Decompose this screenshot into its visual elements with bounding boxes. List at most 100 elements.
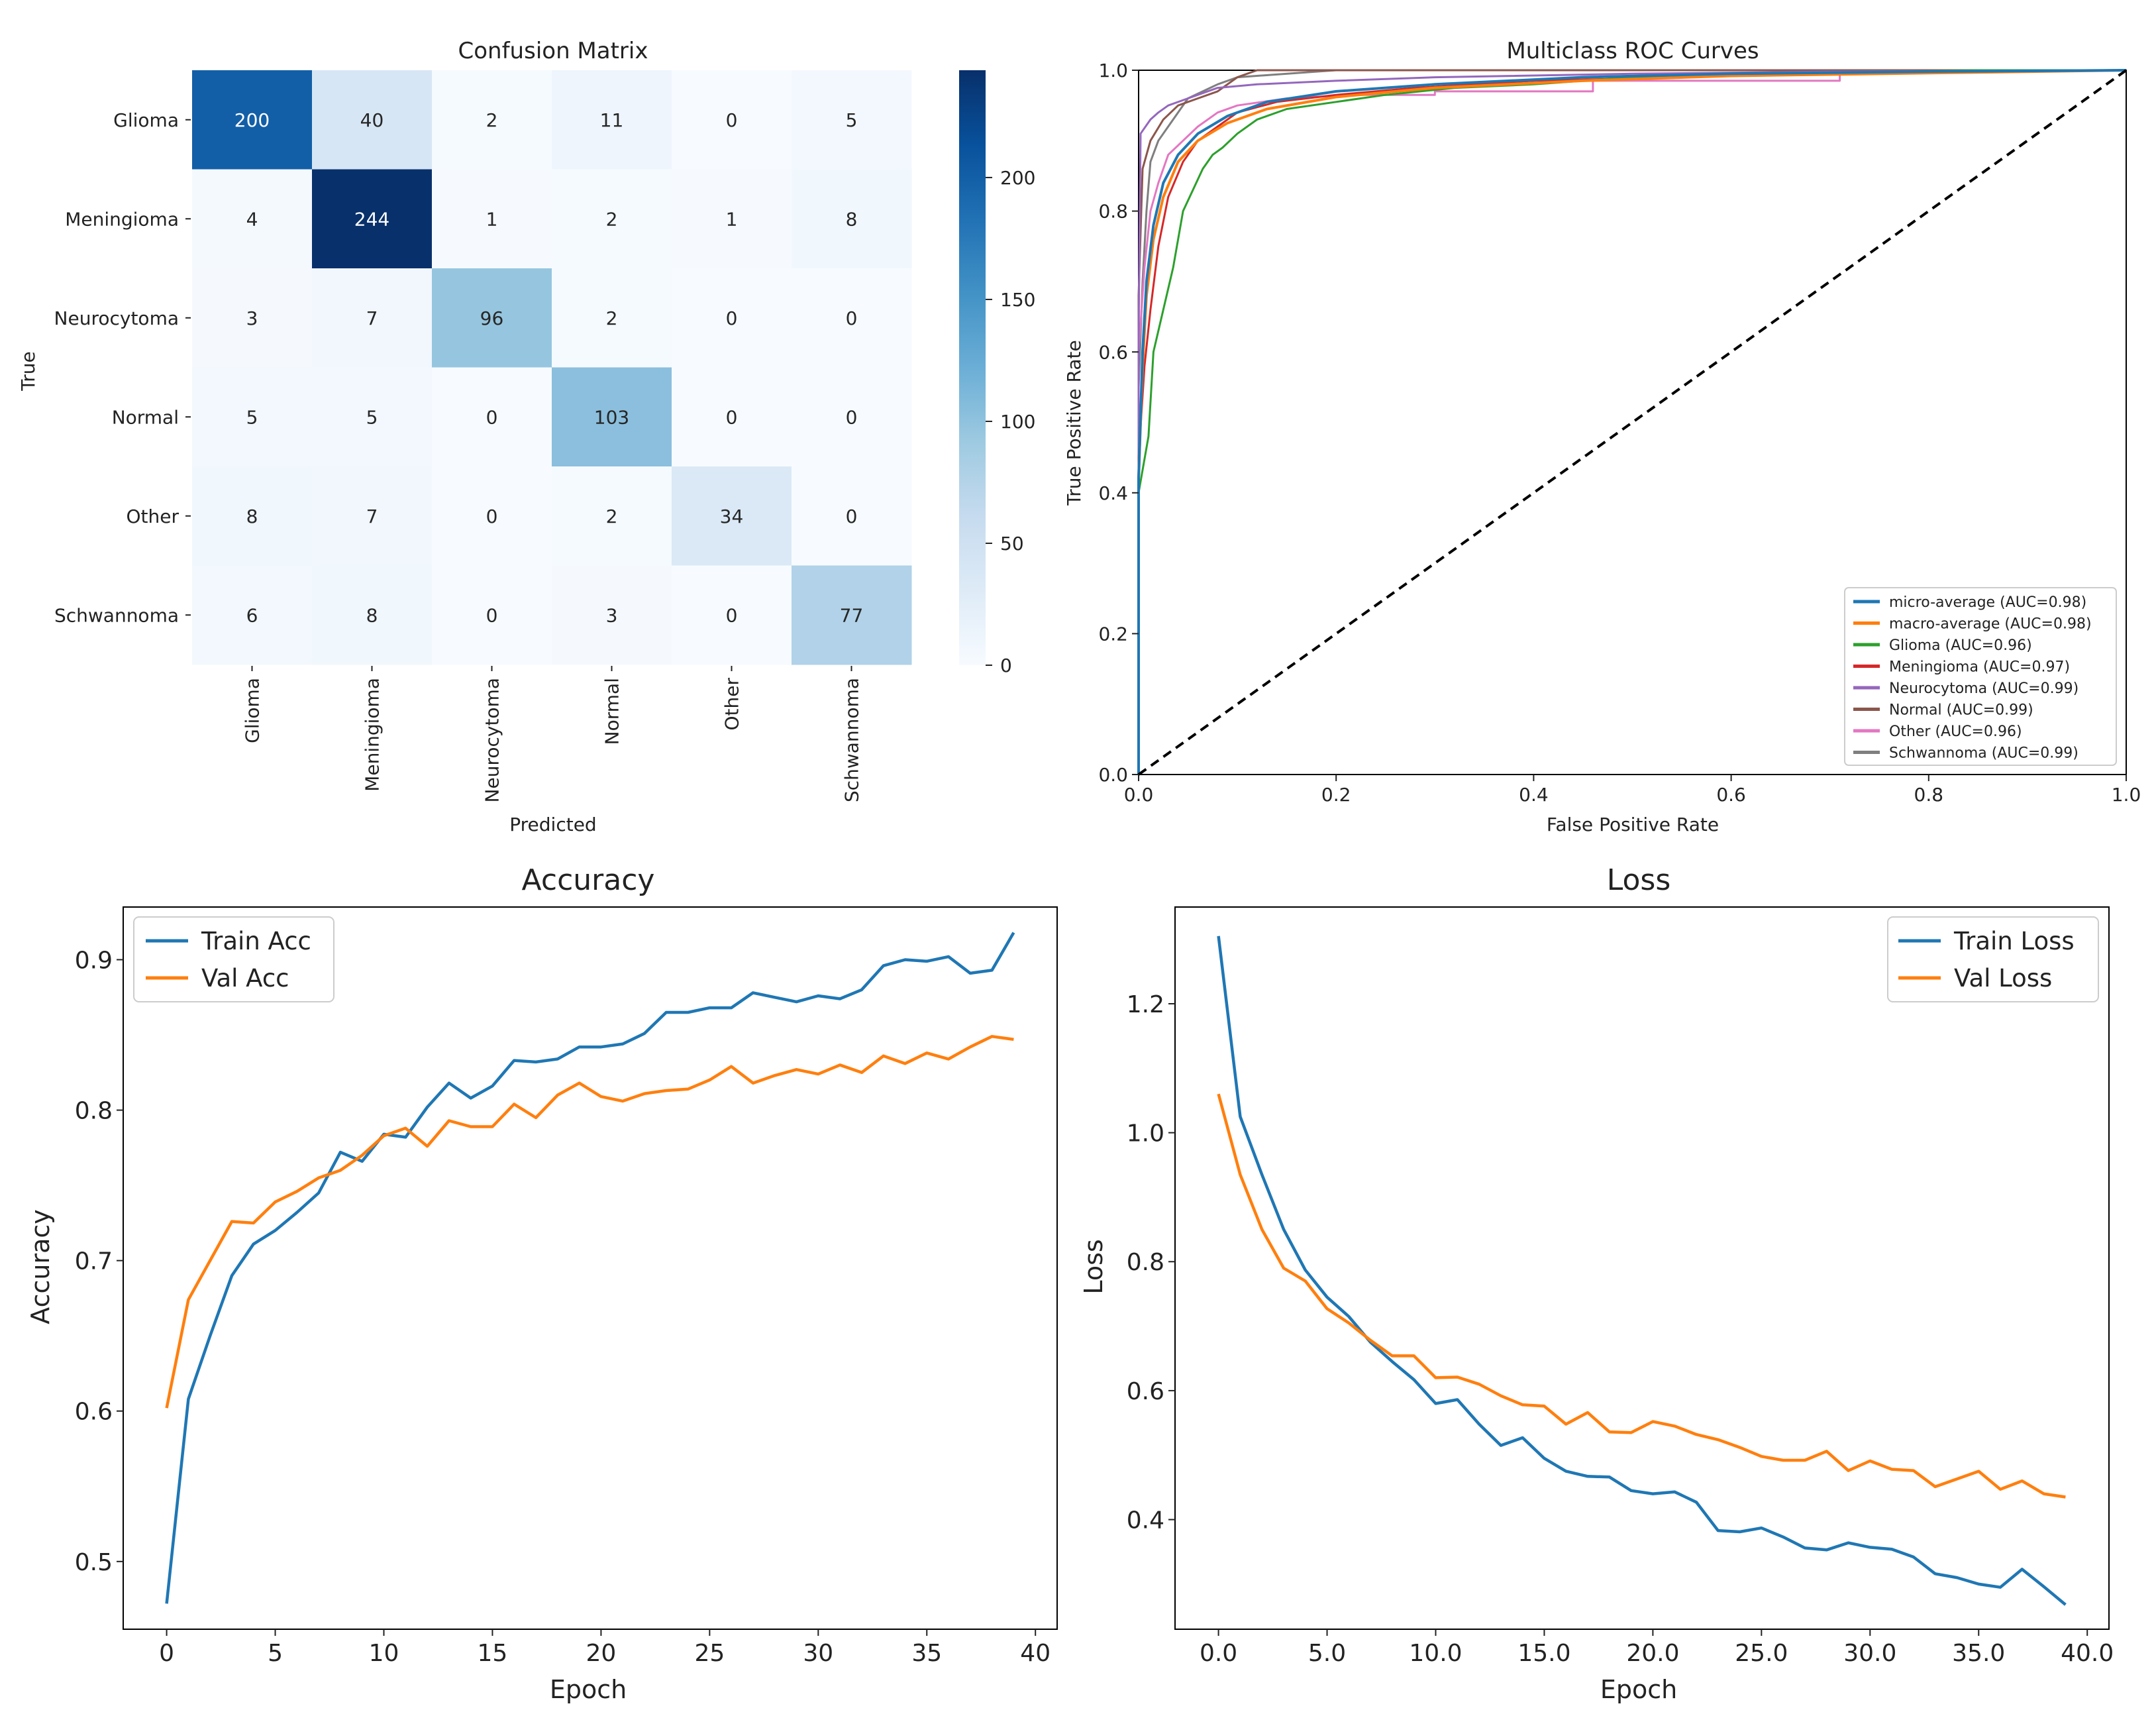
cm-col-label-normal: Normal xyxy=(601,678,623,745)
cm-value: 3 xyxy=(606,604,618,626)
cm-value: 77 xyxy=(840,604,864,626)
confusion-matrix-ylabel: True xyxy=(17,351,39,391)
cm-cell xyxy=(432,268,552,368)
cm-cell xyxy=(192,466,313,566)
y-tick-label: 0.2 xyxy=(1098,623,1128,645)
cm-cell xyxy=(192,70,313,170)
loss-xlabel: Epoch xyxy=(1600,1675,1677,1704)
accuracy-xlabel: Epoch xyxy=(550,1675,627,1704)
loss-series xyxy=(1217,936,2067,1606)
roc-panel: Multiclass ROC Curves 0.0 0.2 0.4 0.6 0.8 1.0… xyxy=(1063,38,2141,835)
cm-cell xyxy=(672,565,792,665)
roc-legend-label: Neurocytoma (AUC=0.99) xyxy=(1889,680,2079,697)
cm-col-label-meningioma: Meningioma xyxy=(362,678,384,792)
cm-cell xyxy=(552,169,672,269)
confusion-matrix-cells xyxy=(192,70,912,665)
cm-value: 8 xyxy=(846,208,858,230)
y-tick-label: 0.6 xyxy=(1127,1378,1164,1405)
x-tick-label: 0.0 xyxy=(1124,784,1154,806)
cm-cell xyxy=(792,268,912,368)
loss-ticks: 0.0 5.0 10.0 15.0 20.0 25.0 30.0 35.0 40.0 0.4 0.6… xyxy=(1127,991,2114,1667)
cm-value: 6 xyxy=(246,604,258,626)
x-tick-label: 40 xyxy=(1020,1640,1051,1667)
cm-row-label-neurocytoma: Neurocytoma xyxy=(54,307,179,329)
cm-value: 103 xyxy=(594,406,629,428)
cm-value: 0 xyxy=(726,406,738,428)
train-acc-line xyxy=(165,932,1015,1604)
cm-row-label-schwannoma: Schwannoma xyxy=(54,604,179,626)
confusion-matrix-xlabel: Predicted xyxy=(509,814,596,835)
cm-value: 0 xyxy=(486,406,498,428)
val-acc-line xyxy=(165,1035,1014,1409)
cm-cell xyxy=(792,367,912,467)
cm-cell xyxy=(312,169,433,269)
cm-value: 3 xyxy=(246,307,258,329)
cm-col-label-other: Other xyxy=(721,678,743,731)
roc-line-normal-auc-0-99 xyxy=(1137,69,2126,775)
roc-series xyxy=(1137,69,2128,776)
x-tick-label: 40.0 xyxy=(2061,1640,2114,1667)
cm-value: 1 xyxy=(726,208,738,230)
accuracy-ylabel: Accuracy xyxy=(26,1209,55,1324)
cm-cell xyxy=(792,466,912,566)
colorbar-tick-label: 200 xyxy=(1000,167,1035,189)
loss-panel: Loss 0.0 5.0 10.0 15.0 20.0 25.0 30.0 35.0 40.00… xyxy=(1079,863,2114,1704)
x-tick-label: 5.0 xyxy=(1308,1640,1346,1667)
cm-value: 7 xyxy=(366,307,378,329)
cm-cell xyxy=(192,565,313,665)
cm-cell xyxy=(672,466,792,566)
y-tick-label: 0.6 xyxy=(75,1399,113,1426)
cm-value: 8 xyxy=(246,506,258,527)
roc-title: Multiclass ROC Curves xyxy=(1506,38,1759,64)
y-tick-label: 0.5 xyxy=(75,1549,113,1576)
cm-cell xyxy=(552,367,672,467)
roc-legend-label: micro-average (AUC=0.98) xyxy=(1889,594,2086,611)
val-loss-line xyxy=(1217,1093,2066,1499)
y-tick-label: 0.8 xyxy=(1098,201,1128,223)
x-tick-label: 25.0 xyxy=(1735,1640,1788,1667)
cm-row-label-glioma: Glioma xyxy=(113,109,179,131)
cm-value: 0 xyxy=(846,506,858,527)
legend-label-val-loss: Val Loss xyxy=(1954,964,2052,992)
cm-value: 244 xyxy=(354,208,389,230)
cm-cell xyxy=(192,367,313,467)
cm-cell xyxy=(432,70,552,170)
accuracy-panel: Accuracy 0 5 10 15 20 25 30 35 40 0.5 0.6 0.7 0.8 0.9… xyxy=(26,863,1058,1704)
y-tick-label: 0.0 xyxy=(1098,764,1128,786)
y-tick-label: 0.4 xyxy=(1098,482,1128,504)
loss-ylabel: Loss xyxy=(1079,1239,1108,1294)
colorbar-ticks: 0 50 100 150 200 xyxy=(986,167,1035,676)
legend-label-val-acc: Val Acc xyxy=(201,964,289,992)
cm-cell xyxy=(192,169,313,269)
roc-legend-frame xyxy=(1844,587,2117,766)
roc-legend-label: macro-average (AUC=0.98) xyxy=(1889,616,2092,633)
cm-value: 0 xyxy=(846,307,858,329)
cm-value: 0 xyxy=(846,406,858,428)
colorbar xyxy=(959,70,986,665)
roc-legend-label: Glioma (AUC=0.96) xyxy=(1889,637,2032,654)
cm-cell xyxy=(792,169,912,269)
cm-cell xyxy=(432,367,552,467)
loss-title: Loss xyxy=(1607,863,1671,897)
colorbar-tick-label: 0 xyxy=(1000,655,1012,676)
x-tick-label: 20.0 xyxy=(1626,1640,1679,1667)
x-tick-label: 30.0 xyxy=(1843,1640,1896,1667)
y-tick-label: 1.0 xyxy=(1127,1120,1164,1148)
cm-cell xyxy=(792,565,912,665)
y-tick-label: 0.7 xyxy=(75,1248,113,1275)
y-tick-label: 0.4 xyxy=(1127,1507,1164,1534)
cm-cell xyxy=(792,70,912,170)
legend-label-train-loss: Train Loss xyxy=(1953,927,2075,955)
cm-value: 2 xyxy=(486,109,498,131)
confusion-matrix-row-labels: Glioma Meningioma Neurocytoma Normal Other Sc… xyxy=(54,109,191,626)
cm-cell xyxy=(552,466,672,566)
x-tick-label: 35.0 xyxy=(1952,1640,2005,1667)
confusion-matrix-panel: Confusion Matrix 200 40 2 11 0 54 244 1 2 1 83 7 96 2… xyxy=(17,38,1035,835)
cm-value: 0 xyxy=(726,307,738,329)
cm-cell xyxy=(672,70,792,170)
accuracy-series xyxy=(165,932,1015,1604)
x-tick-label: 10.0 xyxy=(1409,1640,1462,1667)
cm-cell xyxy=(432,565,552,665)
x-tick-label: 0 xyxy=(159,1640,174,1667)
accuracy-title: Accuracy xyxy=(522,863,655,897)
